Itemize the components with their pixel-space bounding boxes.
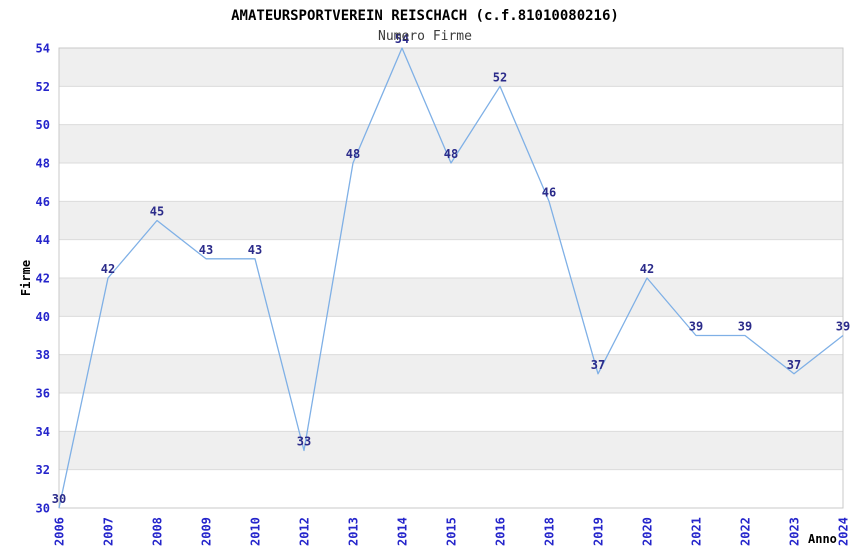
data-point-label: 37 xyxy=(591,358,605,372)
y-tick-label: 40 xyxy=(36,310,50,324)
plot-border-layer xyxy=(58,47,844,509)
x-tick-label: 2021 xyxy=(690,517,704,546)
x-tick-label: 2015 xyxy=(445,517,459,546)
series-layer xyxy=(58,47,844,509)
x-tick-label: 2023 xyxy=(788,517,802,546)
x-tick-label: 2010 xyxy=(249,517,263,546)
grid-band xyxy=(59,124,843,163)
y-tick-label: 36 xyxy=(36,387,50,401)
axis-ticks-layer: 30 32 34 36 38 40 42 44 46 48 50 52 54 2006 2007 2008 20… xyxy=(36,42,850,547)
x-tick-label: 2009 xyxy=(200,517,214,546)
y-tick-label: 46 xyxy=(36,195,50,209)
y-tick-label: 42 xyxy=(36,272,50,286)
data-point-label: 46 xyxy=(542,185,556,199)
plot-border xyxy=(58,47,844,509)
data-point-label: 33 xyxy=(297,435,311,449)
x-tick-label: 2018 xyxy=(543,517,557,546)
data-point-label: 42 xyxy=(101,262,115,276)
grid-band xyxy=(59,48,843,87)
y-tick-label: 50 xyxy=(36,118,50,132)
y-tick-label: 52 xyxy=(36,80,50,94)
y-axis-title: Firme xyxy=(19,260,33,296)
grid-band xyxy=(59,354,843,393)
data-point-label: 54 xyxy=(395,32,409,46)
x-axis-title: Anno xyxy=(808,532,837,546)
y-tick-label: 44 xyxy=(36,233,50,247)
data-point-label: 39 xyxy=(836,320,850,334)
x-tick-label: 2007 xyxy=(102,517,116,546)
x-tick-label: 2022 xyxy=(739,517,753,546)
y-tick-label: 32 xyxy=(36,463,50,477)
grid-band xyxy=(59,201,843,240)
y-tick-label: 54 xyxy=(36,42,50,56)
y-tick-label: 38 xyxy=(36,348,50,362)
x-tick-label: 2016 xyxy=(494,517,508,546)
data-point-label: 37 xyxy=(787,358,801,372)
data-point-label: 30 xyxy=(52,492,66,506)
data-point-label: 48 xyxy=(346,147,360,161)
data-point-label: 48 xyxy=(444,147,458,161)
x-tick-label: 2012 xyxy=(298,517,312,546)
x-tick-label: 2008 xyxy=(151,517,165,546)
x-tick-label: 2019 xyxy=(592,517,606,546)
chart-subtitle: Numero Firme xyxy=(378,29,472,44)
y-tick-label: 30 xyxy=(36,502,50,516)
chart-title: AMATEURSPORTVEREIN REISCHACH (c.f.810100… xyxy=(231,8,619,24)
series-line xyxy=(58,47,844,509)
x-tick-label: 2006 xyxy=(53,517,67,546)
data-point-label: 45 xyxy=(150,205,164,219)
x-tick-label: 2020 xyxy=(641,517,655,546)
grid-bands-layer xyxy=(59,48,843,470)
grid-band xyxy=(59,278,843,317)
x-tick-label: 2014 xyxy=(396,517,410,546)
x-tick-label: 2013 xyxy=(347,517,361,546)
x-tick-label: 2024 xyxy=(837,517,850,546)
y-tick-label: 34 xyxy=(36,425,50,439)
data-point-label: 39 xyxy=(738,320,752,334)
grid-band xyxy=(59,431,843,470)
data-point-label: 43 xyxy=(199,243,213,257)
data-point-label: 42 xyxy=(640,262,654,276)
data-labels-layer: 30 42 45 43 43 33 48 54 48 52 46 37 42 39 39 37 39 xyxy=(52,32,850,506)
data-point-label: 52 xyxy=(493,70,507,84)
y-tick-label: 48 xyxy=(36,157,50,171)
data-point-label: 39 xyxy=(689,320,703,334)
data-point-label: 43 xyxy=(248,243,262,257)
